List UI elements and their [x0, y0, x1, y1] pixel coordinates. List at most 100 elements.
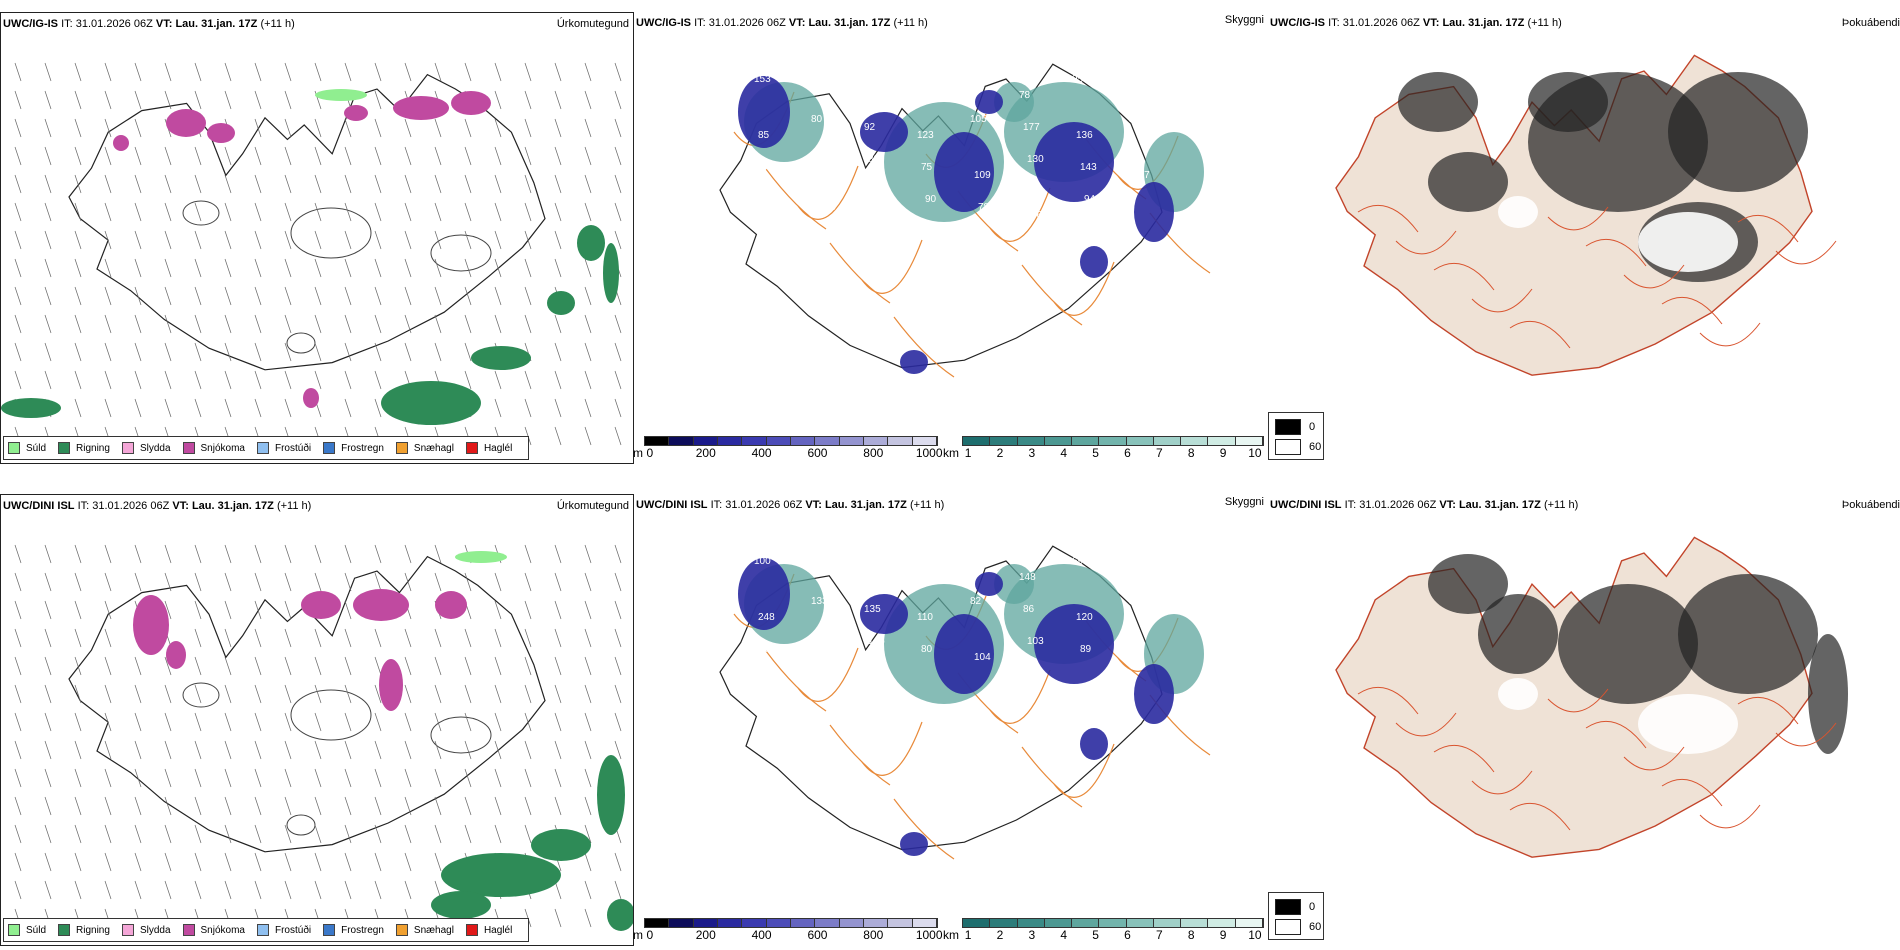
valid-time: Lau. 31.jan. 17Z — [175, 18, 258, 30]
iceland-precip-map — [1, 62, 622, 446]
wind-barb — [584, 852, 592, 872]
wind-barb — [254, 118, 262, 138]
wind-barb — [134, 796, 142, 816]
wind-barb — [374, 118, 382, 138]
wind-barb — [614, 314, 622, 334]
wind-barb — [344, 684, 352, 704]
wind-barb — [404, 146, 412, 166]
rain-area — [603, 243, 619, 303]
road-line — [829, 724, 891, 786]
wind-barb — [134, 824, 142, 844]
ceiling-height-label: 80 — [921, 644, 933, 655]
wind-barb — [374, 852, 382, 872]
wind-barb — [134, 118, 142, 138]
colorbar-swatch — [693, 919, 718, 927]
precip-legend-label: Frostúði — [274, 442, 312, 454]
ceiling-area — [860, 594, 908, 634]
vt-label: VT: — [1422, 17, 1440, 29]
wind-barb — [464, 684, 472, 704]
wind-barb — [224, 880, 232, 900]
snow-area — [207, 123, 235, 143]
wind-barb — [554, 768, 562, 788]
ceiling-height-label: 153 — [754, 74, 771, 85]
wind-barb — [164, 398, 172, 418]
precip-legend-item: Snjókoma — [182, 442, 245, 454]
wind-barb — [74, 202, 82, 222]
wind-barb — [404, 314, 412, 334]
wind-barb — [284, 628, 292, 648]
wind-barb — [14, 656, 22, 676]
wind-barb — [434, 286, 442, 306]
wind-barb — [164, 202, 172, 222]
panel-title: UWC/IG-IS IT: 31.01.2026 06Z VT: Lau. 31… — [3, 18, 295, 30]
wind-barb — [284, 656, 292, 676]
wind-barb — [44, 684, 52, 704]
precip-legend-label: Slydda — [139, 924, 171, 936]
wind-barb — [524, 314, 532, 334]
wind-barb — [254, 342, 262, 362]
wind-barb — [374, 712, 382, 732]
wind-barb — [74, 398, 82, 418]
wind-barb — [194, 572, 202, 592]
fog-area — [1398, 72, 1478, 132]
wind-barb — [14, 796, 22, 816]
wind-barb — [284, 174, 292, 194]
wind-barb — [104, 656, 112, 676]
wind-barb — [614, 202, 622, 222]
wind-barb — [524, 62, 532, 82]
wind-barb — [284, 768, 292, 788]
wind-barb — [254, 796, 262, 816]
wind-barb — [224, 202, 232, 222]
precip-legend-item: Haglél — [465, 924, 513, 936]
valid-time: Lau. 31.jan. 17Z — [1458, 499, 1541, 511]
colorbar-tick-label: 7 — [1155, 446, 1163, 460]
wind-barb — [524, 118, 532, 138]
colorbar-swatch — [1208, 919, 1236, 927]
wind-barb — [104, 230, 112, 250]
colorbar-swatch — [742, 437, 767, 445]
wind-barb — [14, 286, 22, 306]
wind-barb — [524, 824, 532, 844]
ceiling-height-label: 158 — [766, 194, 783, 205]
wind-barb — [254, 544, 262, 564]
ceiling-area — [738, 76, 790, 148]
ceiling-height-label: 103 — [1027, 636, 1044, 647]
iceland-fog-map — [1335, 54, 1837, 376]
wind-barb — [464, 286, 472, 306]
road-line — [1737, 214, 1799, 243]
precip-legend-swatch — [465, 924, 478, 936]
panel-title: UWC/IG-IS IT: 31.01.2026 06Z VT: Lau. 31… — [636, 17, 928, 29]
ceiling-visibility-map-panel: UWC/IG-IS IT: 31.01.2026 06Z VT: Lau. 31… — [633, 12, 1268, 464]
wind-barb — [404, 572, 412, 592]
road-line — [1433, 744, 1495, 773]
road-line — [1433, 262, 1495, 291]
wind-barb — [434, 544, 442, 564]
ceiling-height-label: 95 — [1072, 74, 1084, 85]
ceiling-height-label: 82 — [970, 596, 982, 607]
snow-area — [393, 96, 449, 120]
wind-barb — [134, 572, 142, 592]
wind-barb — [254, 852, 262, 872]
wind-barb — [554, 796, 562, 816]
wind-barb — [344, 118, 352, 138]
wind-barb — [344, 768, 352, 788]
fog-area — [1558, 584, 1698, 704]
wind-barb — [584, 712, 592, 732]
rain-area — [381, 381, 481, 425]
wind-barb — [14, 880, 22, 900]
snow-area — [435, 591, 467, 619]
wind-barb — [194, 314, 202, 334]
model-name: UWC/DINI ISL — [636, 499, 708, 511]
wind-barb — [584, 62, 592, 82]
precip-legend-swatch — [58, 924, 71, 936]
precip-legend-label: Haglél — [483, 924, 513, 936]
wind-barb — [584, 202, 592, 222]
ceiling-height-label: 83 — [966, 564, 978, 575]
ceiling-area — [860, 112, 908, 152]
wind-barb — [104, 600, 112, 620]
wind-barb — [104, 62, 112, 82]
wind-barb — [284, 202, 292, 222]
wind-barb — [314, 628, 322, 648]
lead-time: (+11 h) — [893, 17, 928, 29]
wind-barb — [494, 370, 502, 390]
